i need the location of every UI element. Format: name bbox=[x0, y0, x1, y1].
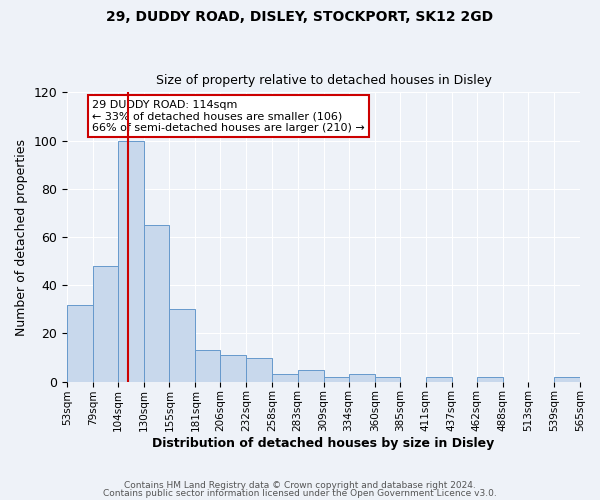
Bar bbox=[67, 304, 93, 382]
Bar bbox=[349, 374, 374, 382]
Bar bbox=[220, 355, 247, 382]
Title: Size of property relative to detached houses in Disley: Size of property relative to detached ho… bbox=[155, 74, 491, 87]
Bar bbox=[298, 370, 323, 382]
Bar bbox=[272, 374, 298, 382]
Y-axis label: Number of detached properties: Number of detached properties bbox=[15, 138, 28, 336]
Bar bbox=[144, 225, 169, 382]
Bar bbox=[323, 377, 349, 382]
Text: 29 DUDDY ROAD: 114sqm
← 33% of detached houses are smaller (106)
66% of semi-det: 29 DUDDY ROAD: 114sqm ← 33% of detached … bbox=[92, 100, 365, 133]
Text: Contains public sector information licensed under the Open Government Licence v3: Contains public sector information licen… bbox=[103, 488, 497, 498]
Bar bbox=[426, 377, 452, 382]
Text: Contains HM Land Registry data © Crown copyright and database right 2024.: Contains HM Land Registry data © Crown c… bbox=[124, 481, 476, 490]
Bar bbox=[477, 377, 503, 382]
Text: 29, DUDDY ROAD, DISLEY, STOCKPORT, SK12 2GD: 29, DUDDY ROAD, DISLEY, STOCKPORT, SK12 … bbox=[106, 10, 494, 24]
Bar bbox=[118, 140, 144, 382]
X-axis label: Distribution of detached houses by size in Disley: Distribution of detached houses by size … bbox=[152, 437, 495, 450]
Bar bbox=[554, 377, 580, 382]
Bar bbox=[196, 350, 220, 382]
Bar bbox=[247, 358, 272, 382]
Bar bbox=[374, 377, 400, 382]
Bar bbox=[169, 310, 196, 382]
Bar bbox=[93, 266, 118, 382]
